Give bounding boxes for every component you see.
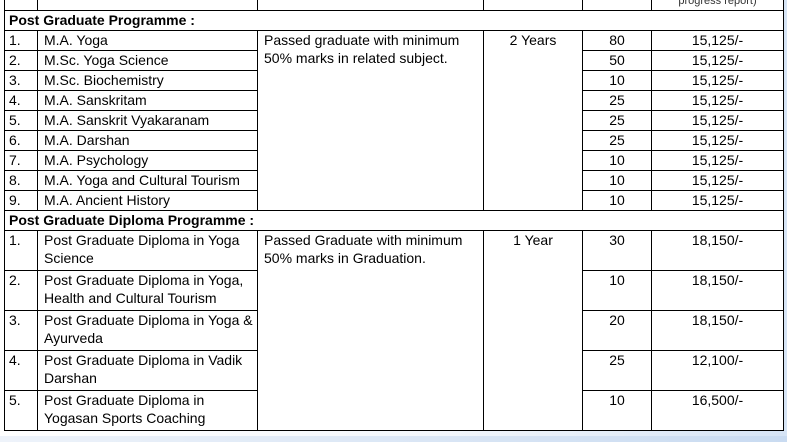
duration-text: 1 Year	[483, 230, 583, 431]
table-row: 4. Post Graduate Diploma in Vadik Darsha…	[4, 350, 784, 391]
course-name: M.A. Psychology	[37, 150, 258, 171]
table-row: 2. Post Graduate Diploma in Yoga, Health…	[4, 270, 784, 311]
row-number: 3.	[4, 70, 38, 91]
fee-value: 15,125/-	[651, 150, 784, 171]
bottom-background-strip	[0, 436, 787, 442]
course-name: M.A. Sanskrit Vyakaranam	[37, 110, 258, 131]
course-name: M.A. Ancient History	[37, 190, 258, 211]
row-number: 1.	[4, 230, 38, 271]
fee-value: 15,125/-	[651, 190, 784, 211]
course-name: Post Graduate Diploma in Yoga Science	[37, 230, 258, 271]
course-name: Post Graduate Diploma in Yogasan Sports …	[37, 390, 258, 431]
fee-value: 18,150/-	[651, 270, 784, 311]
seats-value: 10	[582, 390, 652, 431]
row-number: 1.	[4, 30, 38, 51]
row-number: 8.	[4, 170, 38, 191]
fee-value: 15,125/-	[651, 70, 784, 91]
table-row: 3. M.Sc. Biochemistry 10 15,125/-	[4, 70, 784, 91]
section-title: Post Graduate Diploma Programme :	[4, 210, 784, 231]
row-number: 5.	[4, 110, 38, 131]
seats-value: 10	[582, 190, 652, 211]
fee-value: 12,100/-	[651, 350, 784, 391]
row-number: 3.	[4, 310, 38, 351]
fee-value: 15,125/-	[651, 170, 784, 191]
seats-value: 25	[582, 90, 652, 111]
table-top-row: progress report)	[4, 0, 784, 11]
programme-table: progress report) Post Graduate Programme…	[4, 0, 784, 431]
fee-value: 15,125/-	[651, 110, 784, 131]
fee-value: 18,150/-	[651, 310, 784, 351]
table-row: 5. Post Graduate Diploma in Yogasan Spor…	[4, 390, 784, 431]
seats-value: 10	[582, 270, 652, 311]
fee-value: 15,125/-	[651, 50, 784, 71]
section-heading-row: Post Graduate Programme :	[4, 10, 784, 31]
seats-value: 20	[582, 310, 652, 351]
row-number: 2.	[4, 270, 38, 311]
header-partial-text: progress report)	[651, 0, 784, 11]
row-number: 5.	[4, 390, 38, 431]
fee-value: 15,125/-	[651, 30, 784, 51]
table-row: 9. M.A. Ancient History 10 15,125/-	[4, 190, 784, 211]
fee-value: 15,125/-	[651, 90, 784, 111]
seats-value: 10	[582, 150, 652, 171]
section-title: Post Graduate Programme :	[4, 10, 784, 31]
table-row: 3. Post Graduate Diploma in Yoga & Ayurv…	[4, 310, 784, 351]
row-number: 4.	[4, 350, 38, 391]
course-name: M.Sc. Yoga Science	[37, 50, 258, 71]
seats-value: 25	[582, 110, 652, 131]
table-row: 7. M.A. Psychology 10 15,125/-	[4, 150, 784, 171]
course-name: M.A. Yoga and Cultural Tourism	[37, 170, 258, 191]
course-name: M.A. Sanskritam	[37, 90, 258, 111]
row-number: 4.	[4, 90, 38, 111]
seats-value: 30	[582, 230, 652, 271]
seats-value: 80	[582, 30, 652, 51]
course-name: Post Graduate Diploma in Yoga, Health an…	[37, 270, 258, 311]
seats-value: 10	[582, 170, 652, 191]
row-number: 9.	[4, 190, 38, 211]
course-name: Post Graduate Diploma in Vadik Darshan	[37, 350, 258, 391]
seats-value: 10	[582, 70, 652, 91]
fee-value: 15,125/-	[651, 130, 784, 151]
eligibility-text: Passed Graduate with minimum 50% marks i…	[257, 230, 484, 431]
row-number: 7.	[4, 150, 38, 171]
fee-value: 16,500/-	[651, 390, 784, 431]
seats-value: 25	[582, 130, 652, 151]
seats-value: 25	[582, 350, 652, 391]
eligibility-text: Passed graduate with minimum 50% marks i…	[257, 30, 484, 211]
fee-value: 18,150/-	[651, 230, 784, 271]
course-name: M.Sc. Biochemistry	[37, 70, 258, 91]
row-number: 6.	[4, 130, 38, 151]
duration-text: 2 Years	[483, 30, 583, 211]
seats-value: 50	[582, 50, 652, 71]
table-row: 1. M.A. Yoga Passed graduate with minimu…	[4, 30, 784, 211]
course-name: Post Graduate Diploma in Yoga & Ayurveda	[37, 310, 258, 351]
section-heading-row: Post Graduate Diploma Programme :	[4, 210, 784, 231]
course-name: M.A. Yoga	[37, 30, 258, 51]
table-row: 1. Post Graduate Diploma in Yoga Science…	[4, 230, 784, 431]
course-name: M.A. Darshan	[37, 130, 258, 151]
table-row: 6. M.A. Darshan 25 15,125/-	[4, 130, 784, 151]
row-number: 2.	[4, 50, 38, 71]
